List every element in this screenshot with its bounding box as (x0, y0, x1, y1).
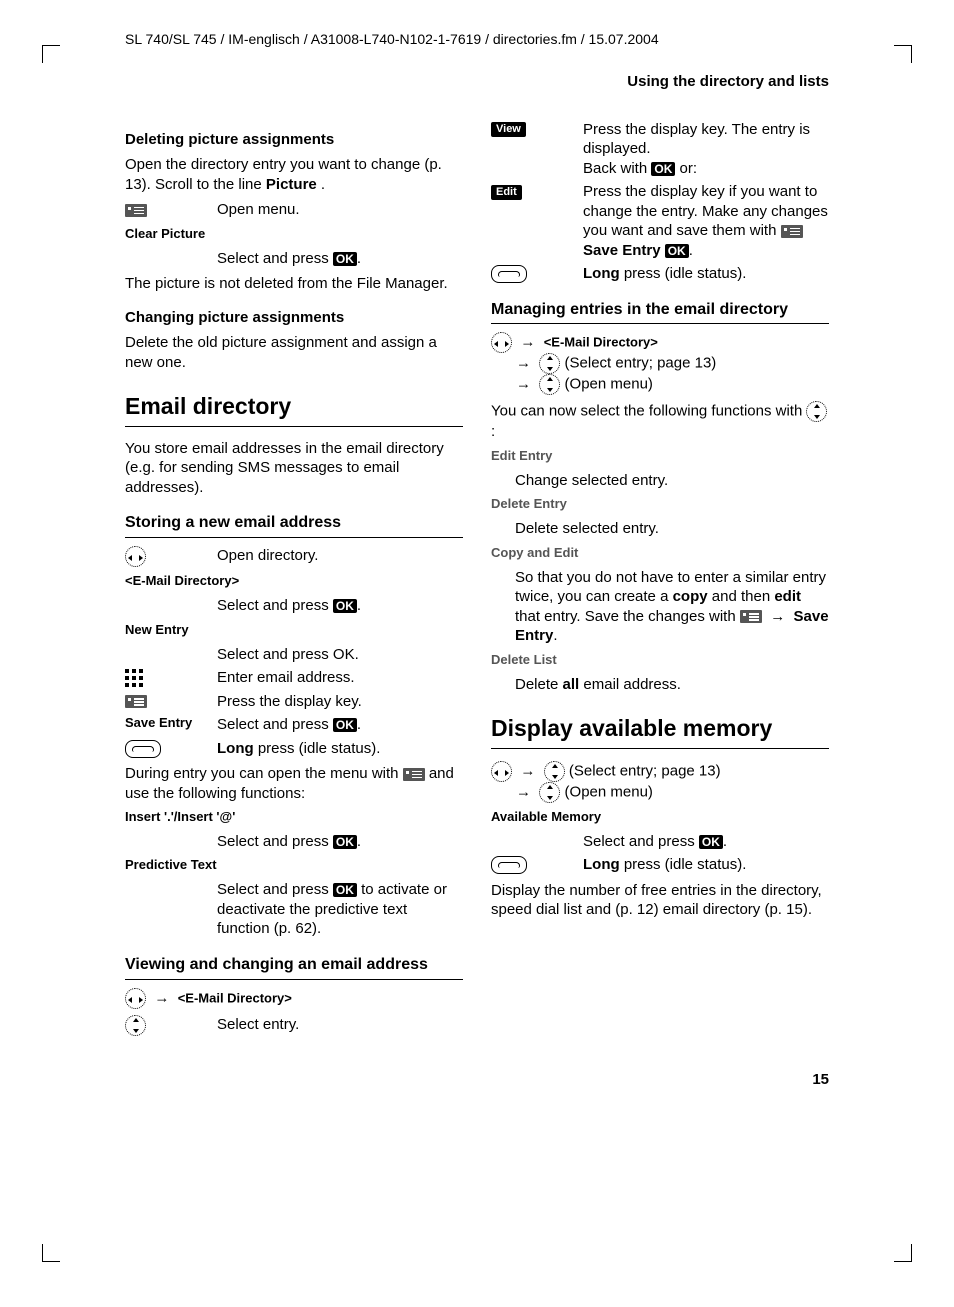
h3-viewing: Viewing and changing an email address (125, 955, 463, 976)
h3-managing: Managing entries in the email directory (491, 300, 829, 321)
view-desc: Press the display key. The entry is disp… (583, 120, 829, 179)
pred-desc: Select and press OK to activate or deact… (217, 880, 463, 939)
view-key: View (491, 122, 526, 137)
delete-entry-label: Delete Entry (491, 496, 829, 513)
delete-entry-desc: Delete selected entry. (491, 519, 829, 539)
enter-email: Enter email address. (217, 668, 463, 688)
long-press-3: Long press (idle status). (583, 855, 829, 875)
new-entry-label: New Entry (125, 622, 463, 639)
sel-press-2: Select and press OK. (217, 596, 463, 616)
nav-emaildir: → <E-Mail Directory> (125, 988, 463, 1009)
nav-ud-icon (539, 782, 560, 803)
left-column: Deleting picture assignments Open the di… (125, 116, 463, 1040)
sel-press-1: Select and press OK. (217, 249, 463, 269)
open-dir: Open directory. (217, 546, 463, 566)
predtxt-label: Predictive Text (125, 857, 463, 874)
copy-edit-label: Copy and Edit (491, 545, 829, 562)
nav-seq-2: → (Select entry; page 13) → (Open menu) (491, 761, 829, 803)
avail-mem-label: Available Memory (491, 809, 829, 826)
sel-press-ok: Select and press OK. (217, 645, 463, 665)
nav-ud-icon (539, 374, 560, 395)
nav-lr-icon (125, 546, 146, 567)
edit-entry-desc: Change selected entry. (491, 471, 829, 491)
nav-ud-icon (125, 1015, 146, 1036)
select-entry: Select entry. (217, 1015, 463, 1035)
open-menu: Open menu. (217, 200, 463, 220)
p-chg: Delete the old picture assignment and as… (125, 333, 463, 372)
copy-edit-desc: So that you do not have to enter a simil… (491, 568, 829, 646)
doc-path: SL 740/SL 745 / IM-englisch / A31008-L74… (125, 30, 829, 48)
h4-changing: Changing picture assignments (125, 308, 463, 328)
clear-picture-label: Clear Picture (125, 226, 463, 243)
section-title: Using the directory and lists (70, 72, 829, 92)
hangup-icon (125, 740, 161, 758)
nav-ud-icon (544, 761, 565, 782)
h3-storing: Storing a new email address (125, 513, 463, 534)
page-number: 15 (70, 1070, 884, 1090)
h4-deleting: Deleting picture assignments (125, 130, 463, 150)
delete-list-desc: Delete all email address. (491, 675, 829, 695)
h2-email: Email directory (125, 392, 463, 422)
nav-lr-icon (125, 988, 146, 1009)
nav-ud-icon (806, 401, 827, 422)
during-entry: During entry you can open the menu with … (125, 764, 463, 803)
delete-list-label: Delete List (491, 652, 829, 669)
insert-label: Insert '.'/Insert '@' (125, 809, 463, 826)
edit-desc: Press the display key if you want to cha… (583, 182, 829, 260)
nav-ud-icon (539, 353, 560, 374)
hangup-icon (491, 265, 527, 283)
sel-press-5: Select and press OK. (583, 832, 829, 852)
long-press-1: Long press (idle status). (217, 739, 463, 759)
not-deleted: The picture is not deleted from the File… (125, 274, 463, 294)
press-disp: Press the display key. (217, 692, 463, 712)
p-email: You store email addresses in the email d… (125, 439, 463, 498)
menu-icon (781, 225, 803, 238)
sel-press-3: Select and press OK. (217, 715, 463, 735)
menu-icon (403, 768, 425, 781)
nav-seq-1: → <E-Mail Directory> → (Select entry; pa… (491, 332, 829, 395)
nav-lr-icon (491, 332, 512, 353)
h2-memory: Display available memory (491, 714, 829, 744)
long-press-2: Long press (idle status). (583, 264, 829, 284)
edit-entry-label: Edit Entry (491, 448, 829, 465)
right-column: View Press the display key. The entry is … (491, 116, 829, 1040)
menu-icon (125, 204, 147, 217)
disp-num: Display the number of free entries in th… (491, 881, 829, 920)
nav-lr-icon (491, 761, 512, 782)
p-del: Open the directory entry you want to cha… (125, 155, 463, 194)
menu-icon (740, 610, 762, 623)
now-select: You can now select the following functio… (491, 401, 829, 442)
save-entry-label: Save Entry (125, 715, 217, 732)
menu-icon (125, 695, 147, 708)
hangup-icon (491, 856, 527, 874)
keypad-icon (125, 669, 145, 687)
edit-key: Edit (491, 185, 522, 200)
sel-press-4: Select and press OK. (217, 832, 463, 852)
emaildir-label: <E-Mail Directory> (125, 573, 463, 590)
